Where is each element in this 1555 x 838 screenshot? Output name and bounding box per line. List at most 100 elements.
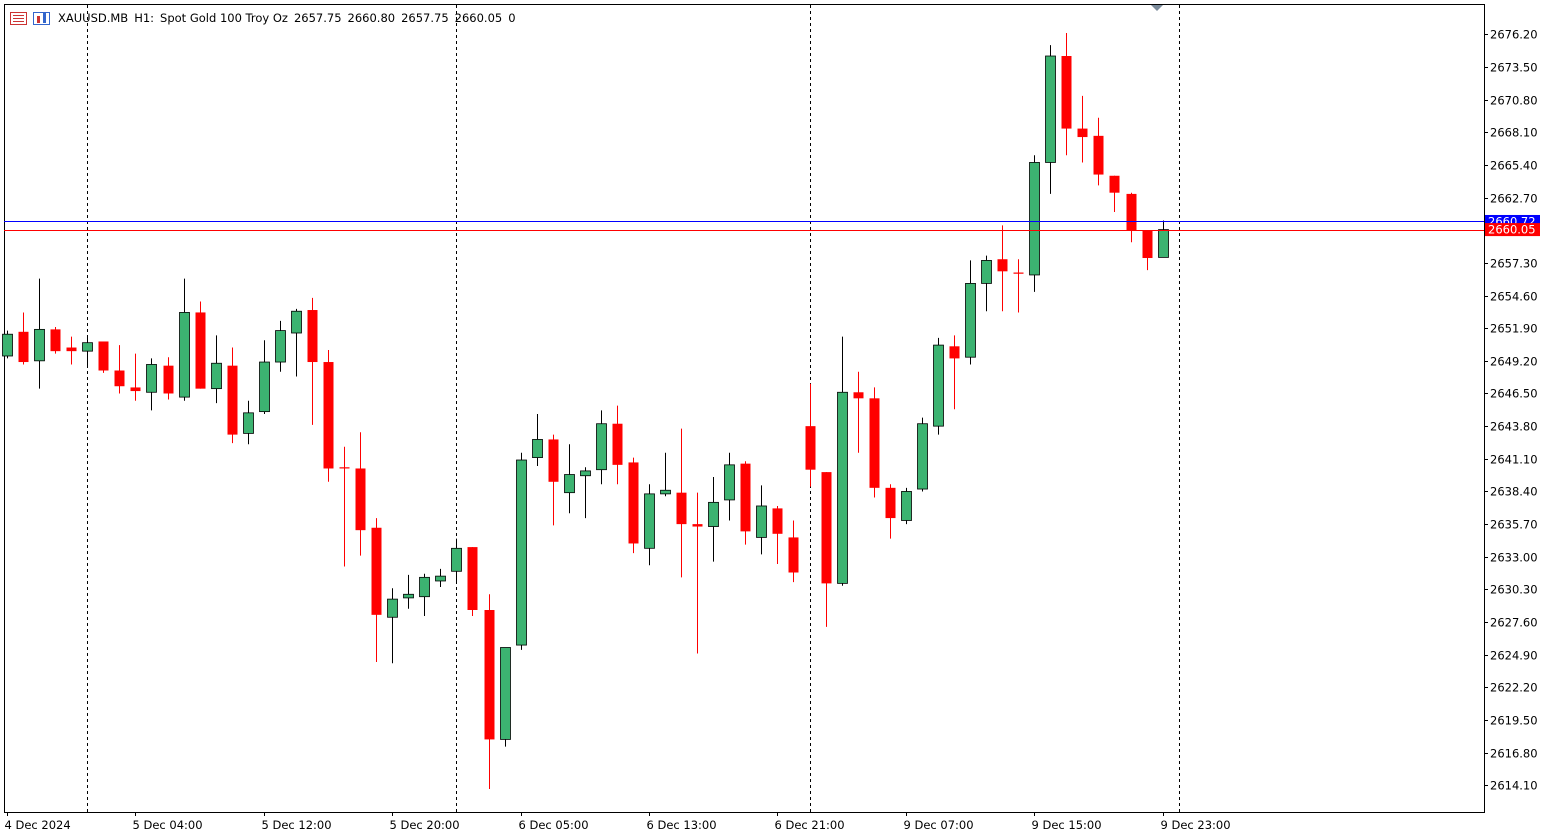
candle (307, 297, 318, 425)
order-list-icon[interactable] (10, 11, 27, 25)
candle-body (18, 331, 29, 363)
y-tick-label: 2662.70 (1490, 192, 1538, 206)
candle-body (114, 370, 125, 387)
candle-body (1029, 162, 1040, 276)
candle-body (323, 362, 334, 469)
candle-body (500, 647, 511, 740)
candle-body (259, 361, 270, 413)
candle-body (179, 312, 190, 398)
candle-body (195, 312, 206, 389)
candle-body (1126, 193, 1137, 231)
candle (1045, 45, 1056, 194)
candle-body (1142, 230, 1153, 259)
candle-body (307, 310, 318, 363)
candle-body (1109, 175, 1120, 193)
y-tick-label: 2624.90 (1490, 649, 1538, 663)
candle (692, 492, 703, 654)
y-tick-label: 2633.00 (1490, 551, 1538, 565)
candle (965, 260, 976, 365)
candle (371, 518, 382, 663)
candle (644, 484, 655, 566)
candle-body (2, 333, 13, 357)
candle-body (451, 547, 462, 572)
candle-body (1045, 55, 1056, 163)
candle (1029, 155, 1040, 292)
y-tick-label: 2657.30 (1490, 257, 1538, 271)
header-text: XAUUSD.MB H1: Spot Gold 100 Troy Oz 2657.75… (58, 11, 522, 25)
candle (1013, 259, 1024, 313)
candle-body (146, 364, 157, 393)
candle (933, 337, 944, 435)
candle-body (339, 467, 350, 469)
y-tick-label: 2654.60 (1490, 290, 1538, 304)
candle (179, 278, 190, 401)
candle (130, 353, 141, 401)
candle-body (612, 423, 623, 465)
y-tick-label: 2646.50 (1490, 387, 1538, 401)
candle-body (355, 468, 366, 531)
candle (98, 341, 109, 373)
candle (580, 467, 591, 519)
y-tick-label: 2665.40 (1490, 159, 1538, 173)
y-tick-label: 2641.10 (1490, 453, 1538, 467)
x-tick-label: 5 Dec 12:00 (262, 818, 332, 832)
candle (403, 574, 414, 609)
candle-body (692, 524, 703, 527)
header-volume: 0 (508, 11, 516, 25)
y-tick-label: 2651.90 (1490, 322, 1538, 336)
candle (516, 452, 527, 650)
candle-body (901, 491, 912, 521)
candle-body (130, 387, 141, 392)
candle (740, 461, 751, 545)
candle-body (580, 470, 591, 477)
candle (997, 225, 1008, 312)
y-tick-label: 2670.80 (1490, 94, 1538, 108)
candle (612, 405, 623, 485)
candle-body (548, 439, 559, 482)
candle (1126, 192, 1137, 243)
candle (66, 336, 77, 365)
x-tick-label: 9 Dec 15:00 (1032, 818, 1102, 832)
candle-body (596, 423, 607, 471)
candle-body (227, 365, 238, 435)
candle-body (532, 439, 543, 458)
y-tick-label: 2619.50 (1490, 714, 1538, 728)
header-timeframe: H1: (134, 11, 155, 25)
candle (323, 349, 334, 482)
candle-body (740, 463, 751, 532)
candle (1061, 33, 1072, 156)
y-tick-label: 2616.80 (1490, 747, 1538, 761)
chart-type-icon[interactable] (33, 11, 50, 25)
y-tick-label: 2673.50 (1490, 61, 1538, 75)
candle (50, 326, 61, 354)
candle-body (1013, 272, 1024, 274)
y-tick-label: 2635.70 (1490, 518, 1538, 532)
candle (291, 308, 302, 377)
candle (853, 371, 864, 453)
y-tick-label: 2643.80 (1490, 420, 1538, 434)
header-close: 2660.05 (454, 11, 503, 25)
candle-body (484, 610, 495, 740)
candle-body (435, 575, 446, 582)
candle-body (291, 310, 302, 334)
candle-body (837, 391, 848, 584)
candle (275, 320, 286, 372)
candle (163, 357, 174, 400)
candle (114, 345, 125, 394)
candle-body (756, 505, 767, 538)
candle-body (1077, 128, 1088, 138)
candle-body (211, 362, 222, 390)
candle (211, 335, 222, 404)
candle (837, 336, 848, 586)
candle-body (516, 459, 527, 646)
chart-shift-marker (1151, 5, 1163, 11)
x-tick-label: 9 Dec 23:00 (1161, 818, 1231, 832)
x-tick-label: 6 Dec 05:00 (519, 818, 589, 832)
candle-body (163, 365, 174, 394)
candle (821, 472, 832, 627)
candle-body (660, 489, 671, 495)
candle (805, 383, 816, 487)
candle (34, 278, 45, 389)
